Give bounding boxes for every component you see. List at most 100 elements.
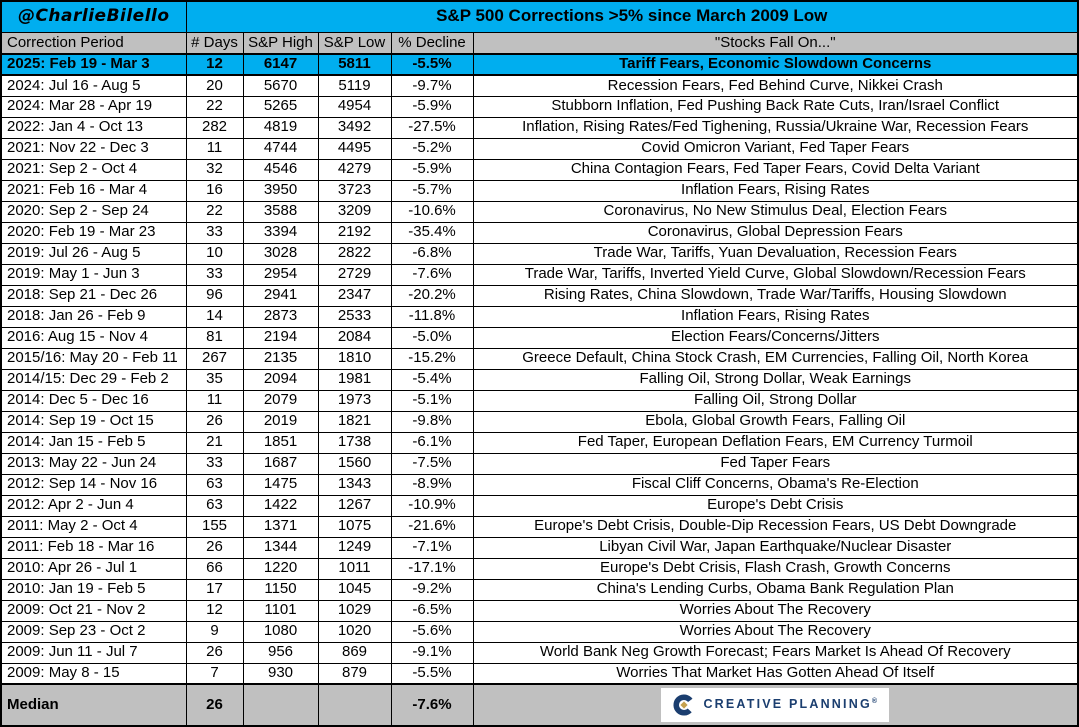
sp-high-cell: 4819: [242, 116, 319, 139]
correction-period-cell: 2012: Apr 2 - Jun 4: [0, 494, 187, 517]
sp-high-cell: 2019: [242, 410, 319, 433]
correction-period-cell: 2014: Sep 19 - Oct 15: [0, 410, 187, 433]
stocks-fall-on-cell: Worries That Market Has Gotten Ahead Of …: [472, 662, 1079, 685]
title-row: @CharlieBilello S&P 500 Corrections >5% …: [0, 0, 1079, 33]
correction-period-cell: 2014: Dec 5 - Dec 16: [0, 389, 187, 412]
decline-cell: -5.6%: [390, 620, 474, 643]
stocks-fall-on-cell: Trade War, Tariffs, Yuan Devaluation, Re…: [472, 242, 1079, 265]
logo-cell: CREATIVE PLANNING®: [472, 683, 1079, 727]
sp-low-cell: 4279: [317, 158, 392, 181]
stocks-fall-on-cell: Inflation Fears, Rising Rates: [472, 305, 1079, 328]
days-cell: 63: [185, 473, 244, 496]
decline-cell: -20.2%: [390, 284, 474, 307]
days-cell: 35: [185, 368, 244, 391]
sp-high-cell: 3950: [242, 179, 319, 202]
stocks-fall-on-cell: Trade War, Tariffs, Inverted Yield Curve…: [472, 263, 1079, 286]
decline-cell: -9.8%: [390, 410, 474, 433]
sp-high-cell: 4744: [242, 137, 319, 160]
decline-cell: -5.9%: [390, 95, 474, 118]
table-row: 2024: Jul 16 - Aug 5 20 5670 5119 -9.7% Reces…: [0, 74, 1079, 97]
decline-cell: -9.1%: [390, 641, 474, 664]
sp-low-cell: 1560: [317, 452, 392, 475]
stocks-fall-on-cell: Fed Taper Fears: [472, 452, 1079, 475]
correction-period-cell: 2009: Oct 21 - Nov 2: [0, 599, 187, 622]
days-cell: 33: [185, 263, 244, 286]
median-days: 26: [185, 683, 244, 727]
sp-low-cell: 1020: [317, 620, 392, 643]
decline-cell: -5.9%: [390, 158, 474, 181]
sp-low-cell: 1045: [317, 578, 392, 601]
correction-period-cell: 2014/15: Dec 29 - Feb 2: [0, 368, 187, 391]
sp-low-cell: 1029: [317, 599, 392, 622]
days-cell: 7: [185, 662, 244, 685]
days-cell: 26: [185, 410, 244, 433]
correction-period-cell: 2019: Jul 26 - Aug 5: [0, 242, 187, 265]
decline-cell: -7.5%: [390, 452, 474, 475]
correction-period-cell: 2021: Sep 2 - Oct 4: [0, 158, 187, 181]
days-cell: 267: [185, 347, 244, 370]
table-row: 2020: Feb 19 - Mar 23 33 3394 2192 -35.4% Cor…: [0, 221, 1079, 244]
decline-cell: -10.9%: [390, 494, 474, 517]
column-header-row: Correction Period # Days S&P High S&P Lo…: [0, 31, 1079, 55]
table-row: 2009: Oct 21 - Nov 2 12 1101 1029 -6.5% Worri…: [0, 599, 1079, 622]
days-cell: 14: [185, 305, 244, 328]
sp-low-cell: 869: [317, 641, 392, 664]
sp-high-cell: 3394: [242, 221, 319, 244]
decline-cell: -5.2%: [390, 137, 474, 160]
sp-low-cell: 1981: [317, 368, 392, 391]
stocks-fall-on-cell: Recession Fears, Fed Behind Curve, Nikke…: [472, 74, 1079, 97]
days-cell: 63: [185, 494, 244, 517]
days-cell: 22: [185, 95, 244, 118]
days-cell: 33: [185, 221, 244, 244]
sp-high-cell: 6147: [242, 53, 319, 76]
days-cell: 11: [185, 389, 244, 412]
table-row: 2012: Sep 14 - Nov 16 63 1475 1343 -8.9% Fisc…: [0, 473, 1079, 496]
table-row: 2010: Apr 26 - Jul 1 66 1220 1011 -17.1% Euro…: [0, 557, 1079, 580]
sp-high-cell: 1422: [242, 494, 319, 517]
table-row: 2014: Jan 15 - Feb 5 21 1851 1738 -6.1% Fed T…: [0, 431, 1079, 454]
stocks-fall-on-cell: Worries About The Recovery: [472, 599, 1079, 622]
col-header-sp-low: S&P Low: [317, 31, 392, 55]
stocks-fall-on-cell: Fed Taper, European Deflation Fears, EM …: [472, 431, 1079, 454]
correction-period-cell: 2009: May 8 - 15: [0, 662, 187, 685]
table-row: 2018: Jan 26 - Feb 9 14 2873 2533 -11.8% Infl…: [0, 305, 1079, 328]
sp-low-cell: 1810: [317, 347, 392, 370]
creative-planning-logo: CREATIVE PLANNING®: [661, 688, 890, 722]
sp-high-cell: 5670: [242, 74, 319, 97]
days-cell: 20: [185, 74, 244, 97]
days-cell: 17: [185, 578, 244, 601]
correction-period-cell: 2021: Nov 22 - Dec 3: [0, 137, 187, 160]
creative-planning-wordmark: CREATIVE PLANNING®: [703, 697, 878, 712]
sp-high-cell: 1344: [242, 536, 319, 559]
table-row: 2012: Apr 2 - Jun 4 63 1422 1267 -10.9% Europ…: [0, 494, 1079, 517]
stocks-fall-on-cell: Greece Default, China Stock Crash, EM Cu…: [472, 347, 1079, 370]
days-cell: 16: [185, 179, 244, 202]
sp-low-cell: 2192: [317, 221, 392, 244]
days-cell: 26: [185, 536, 244, 559]
decline-cell: -17.1%: [390, 557, 474, 580]
sp-high-cell: 1687: [242, 452, 319, 475]
days-cell: 26: [185, 641, 244, 664]
col-header-stocks-fall-on: "Stocks Fall On...": [472, 31, 1079, 55]
decline-cell: -5.1%: [390, 389, 474, 412]
sp-low-cell: 1821: [317, 410, 392, 433]
table-row: 2013: May 22 - Jun 24 33 1687 1560 -7.5% Fed …: [0, 452, 1079, 475]
sp-low-cell: 2533: [317, 305, 392, 328]
sp-high-cell: 1371: [242, 515, 319, 538]
creative-planning-c-icon: [673, 694, 695, 716]
correction-period-cell: 2014: Jan 15 - Feb 5: [0, 431, 187, 454]
table-row: 2021: Sep 2 - Oct 4 32 4546 4279 -5.9% China …: [0, 158, 1079, 181]
decline-cell: -27.5%: [390, 116, 474, 139]
correction-period-cell: 2015/16: May 20 - Feb 11: [0, 347, 187, 370]
author-handle: @CharlieBilello: [0, 0, 187, 33]
decline-cell: -9.7%: [390, 74, 474, 97]
correction-period-cell: 2011: May 2 - Oct 4: [0, 515, 187, 538]
sp-low-cell: 1973: [317, 389, 392, 412]
stocks-fall-on-cell: Europe's Debt Crisis: [472, 494, 1079, 517]
table-row: 2021: Nov 22 - Dec 3 11 4744 4495 -5.2% Covid…: [0, 137, 1079, 160]
sp-high-cell: 4546: [242, 158, 319, 181]
stocks-fall-on-cell: Fiscal Cliff Concerns, Obama's Re-Electi…: [472, 473, 1079, 496]
sp-low-cell: 2347: [317, 284, 392, 307]
sp-high-cell: 2873: [242, 305, 319, 328]
correction-period-cell: 2010: Apr 26 - Jul 1: [0, 557, 187, 580]
